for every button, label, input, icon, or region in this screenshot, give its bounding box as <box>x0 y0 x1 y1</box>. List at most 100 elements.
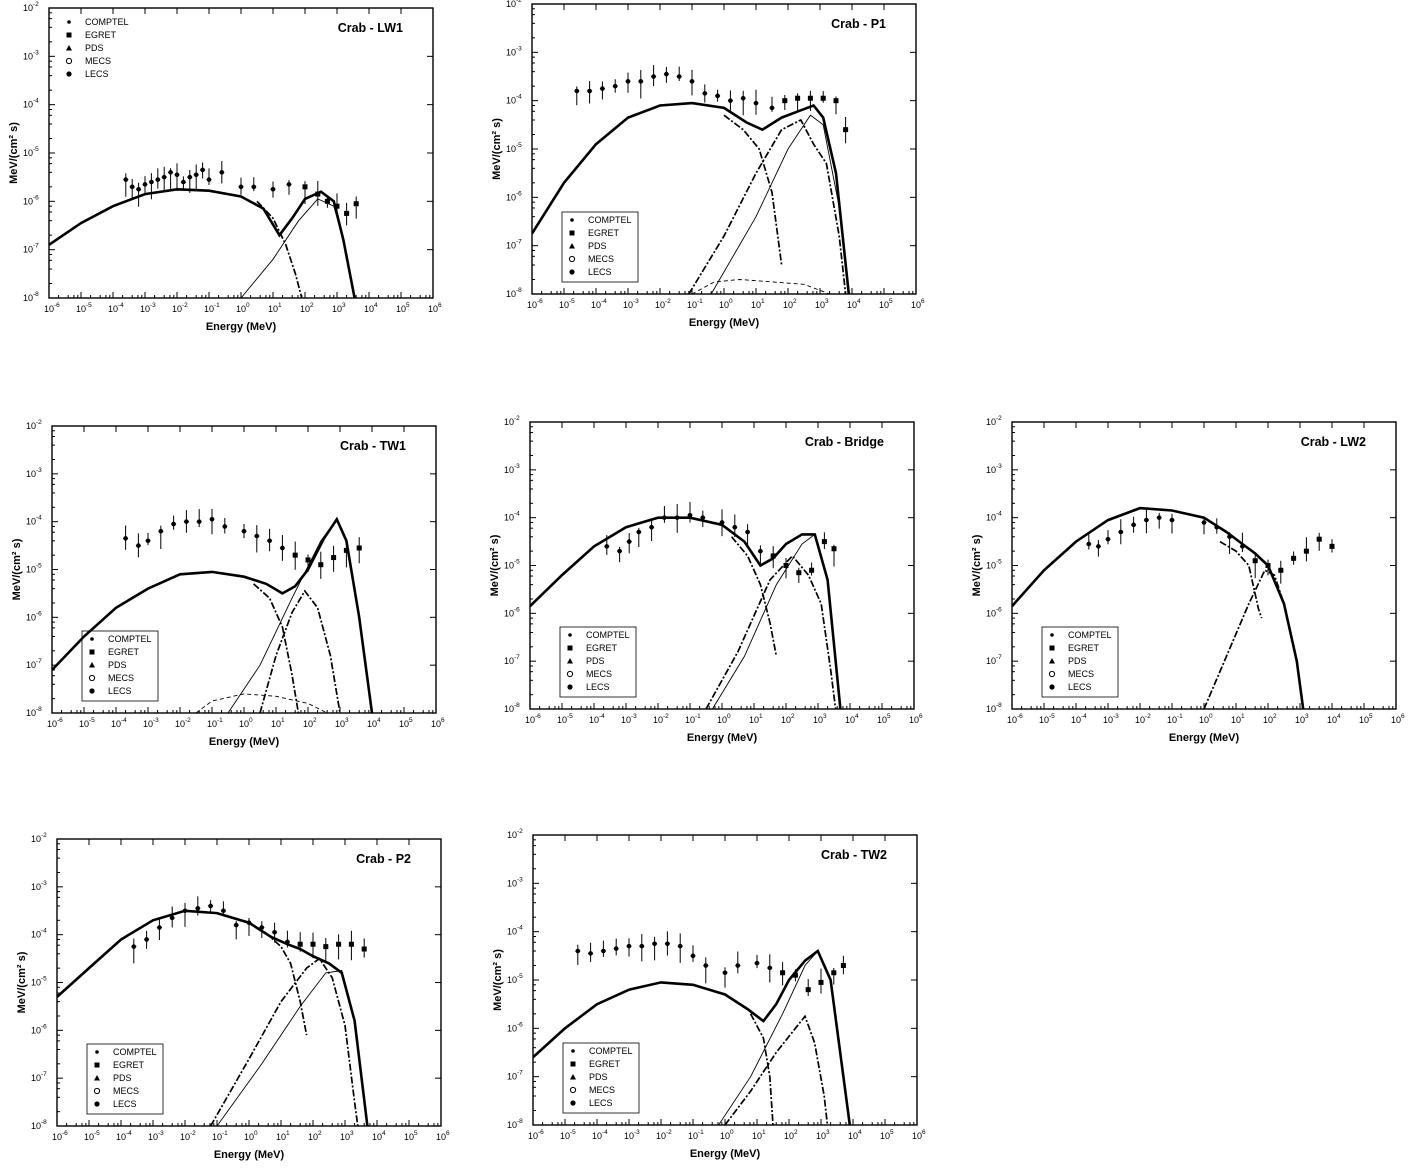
sed-panel-1: 10-6 10-5 10-4 10-3 10-2 10-1 100 101 102 103 104 1… <box>491 0 925 329</box>
data-point <box>625 79 631 84</box>
legend-marker-egret <box>570 1061 576 1067</box>
data-point <box>131 944 137 949</box>
y-tick-label: 10-5 <box>31 976 47 988</box>
x-tick-label: 10-5 <box>1039 713 1055 725</box>
x-tick-label: 10-2 <box>172 302 188 314</box>
data-point <box>318 562 324 568</box>
x-tick-label: 106 <box>436 1130 450 1142</box>
data-point <box>745 529 750 535</box>
data-point <box>639 943 645 949</box>
x-tick-label: 105 <box>399 717 413 729</box>
legend-marker-egret <box>1049 645 1055 651</box>
legend-label: MECS <box>588 254 614 264</box>
y-tick-label: 10-6 <box>504 606 520 618</box>
y-tick-label: 10-8 <box>23 291 39 303</box>
y-tick-label: 10-6 <box>23 194 39 206</box>
y-tick-label: 10-5 <box>986 559 1002 571</box>
legend-marker-mecs <box>93 1087 101 1095</box>
data-point <box>184 519 189 524</box>
model-component-curve-1 <box>705 554 837 709</box>
data-point <box>758 548 763 554</box>
model-component-curve-0 <box>256 200 303 298</box>
y-tick-label: 10-7 <box>31 1071 47 1083</box>
x-tick-label: 100 <box>236 302 250 314</box>
model-total-curve <box>532 101 851 294</box>
x-tick-label: 104 <box>845 713 859 725</box>
x-tick-label: 103 <box>340 1130 354 1142</box>
legend-label: MECS <box>586 669 612 679</box>
data-point <box>807 95 813 101</box>
data-point <box>145 538 151 544</box>
model-component-curve-1 <box>724 1014 829 1125</box>
panel-title: Crab - LW2 <box>1301 435 1366 449</box>
x-tick-label: 106 <box>428 302 442 314</box>
data-point <box>664 71 669 77</box>
x-tick-label: 10-5 <box>557 713 573 725</box>
x-tick-label: 101 <box>751 298 765 310</box>
legend-label: COMPTEL <box>1068 630 1112 640</box>
x-tick-label: 10-4 <box>116 1130 132 1142</box>
model-total-curve <box>533 948 852 1125</box>
x-axis-label: Energy (MeV) <box>689 317 760 329</box>
x-tick-label: 10-1 <box>212 1130 228 1142</box>
legend-label: PDS <box>85 43 104 53</box>
data-point <box>1265 563 1271 568</box>
y-tick-label: 10-4 <box>507 925 523 937</box>
x-tick-label: 100 <box>720 1129 734 1141</box>
data-point <box>123 536 128 541</box>
y-tick-label: 10-6 <box>31 1023 47 1035</box>
data-point <box>254 533 260 539</box>
data-point <box>305 557 311 563</box>
legend-marker-comptel <box>570 218 574 222</box>
data-point <box>1329 543 1335 549</box>
data-point <box>767 965 773 971</box>
x-tick-label: 105 <box>877 713 891 725</box>
model-component-curve-1 <box>209 957 359 1126</box>
legend-marker-pds <box>1049 658 1055 664</box>
x-tick-label: 103 <box>1295 713 1309 725</box>
x-tick-label: 10-2 <box>656 1129 672 1141</box>
y-tick-label: 10-7 <box>26 658 42 670</box>
legend-label: LECS <box>586 682 610 692</box>
data-point <box>334 203 340 209</box>
data-point <box>209 516 215 522</box>
model-component-curve-0 <box>730 536 778 657</box>
data-point <box>796 570 802 576</box>
legend-marker-comptel <box>90 637 94 641</box>
data-point <box>196 519 202 524</box>
model-component-curve-3 <box>195 693 328 713</box>
data-point <box>344 210 350 216</box>
data-point <box>780 970 786 976</box>
data-point <box>285 939 290 945</box>
data-point <box>1105 536 1111 542</box>
data-point <box>821 539 827 545</box>
legend-marker-lecs <box>570 1100 576 1106</box>
data-point <box>149 179 154 185</box>
legend-marker-egret <box>569 230 575 236</box>
model-component-curve-3 <box>691 279 830 294</box>
legend-label: EGRET <box>113 1060 145 1070</box>
x-tick-label: 104 <box>847 298 861 310</box>
legend-box <box>559 626 637 698</box>
data-point <box>348 941 354 947</box>
x-tick-label: 105 <box>1359 713 1373 725</box>
data-point <box>703 963 709 968</box>
x-tick-label: 10-6 <box>52 1130 68 1142</box>
legend-label: LECS <box>1068 682 1092 692</box>
y-tick-label: 10-6 <box>506 190 522 202</box>
x-tick-label: 10-5 <box>76 302 92 314</box>
x-tick-label: 101 <box>752 1129 766 1141</box>
y-axis-label: MeV/(cm² s) <box>492 949 504 1011</box>
data-point <box>840 963 846 968</box>
x-tick-label: 103 <box>332 302 346 314</box>
data-point <box>1118 529 1124 535</box>
x-tick-label: 10-2 <box>1135 713 1151 725</box>
x-tick-label: 10-1 <box>687 298 703 310</box>
x-tick-label: 10-2 <box>175 717 191 729</box>
y-tick-label: 10-5 <box>26 563 42 575</box>
data-point <box>292 552 298 558</box>
model-total-curve <box>1012 506 1305 709</box>
data-point <box>161 174 167 180</box>
data-point <box>649 524 654 530</box>
